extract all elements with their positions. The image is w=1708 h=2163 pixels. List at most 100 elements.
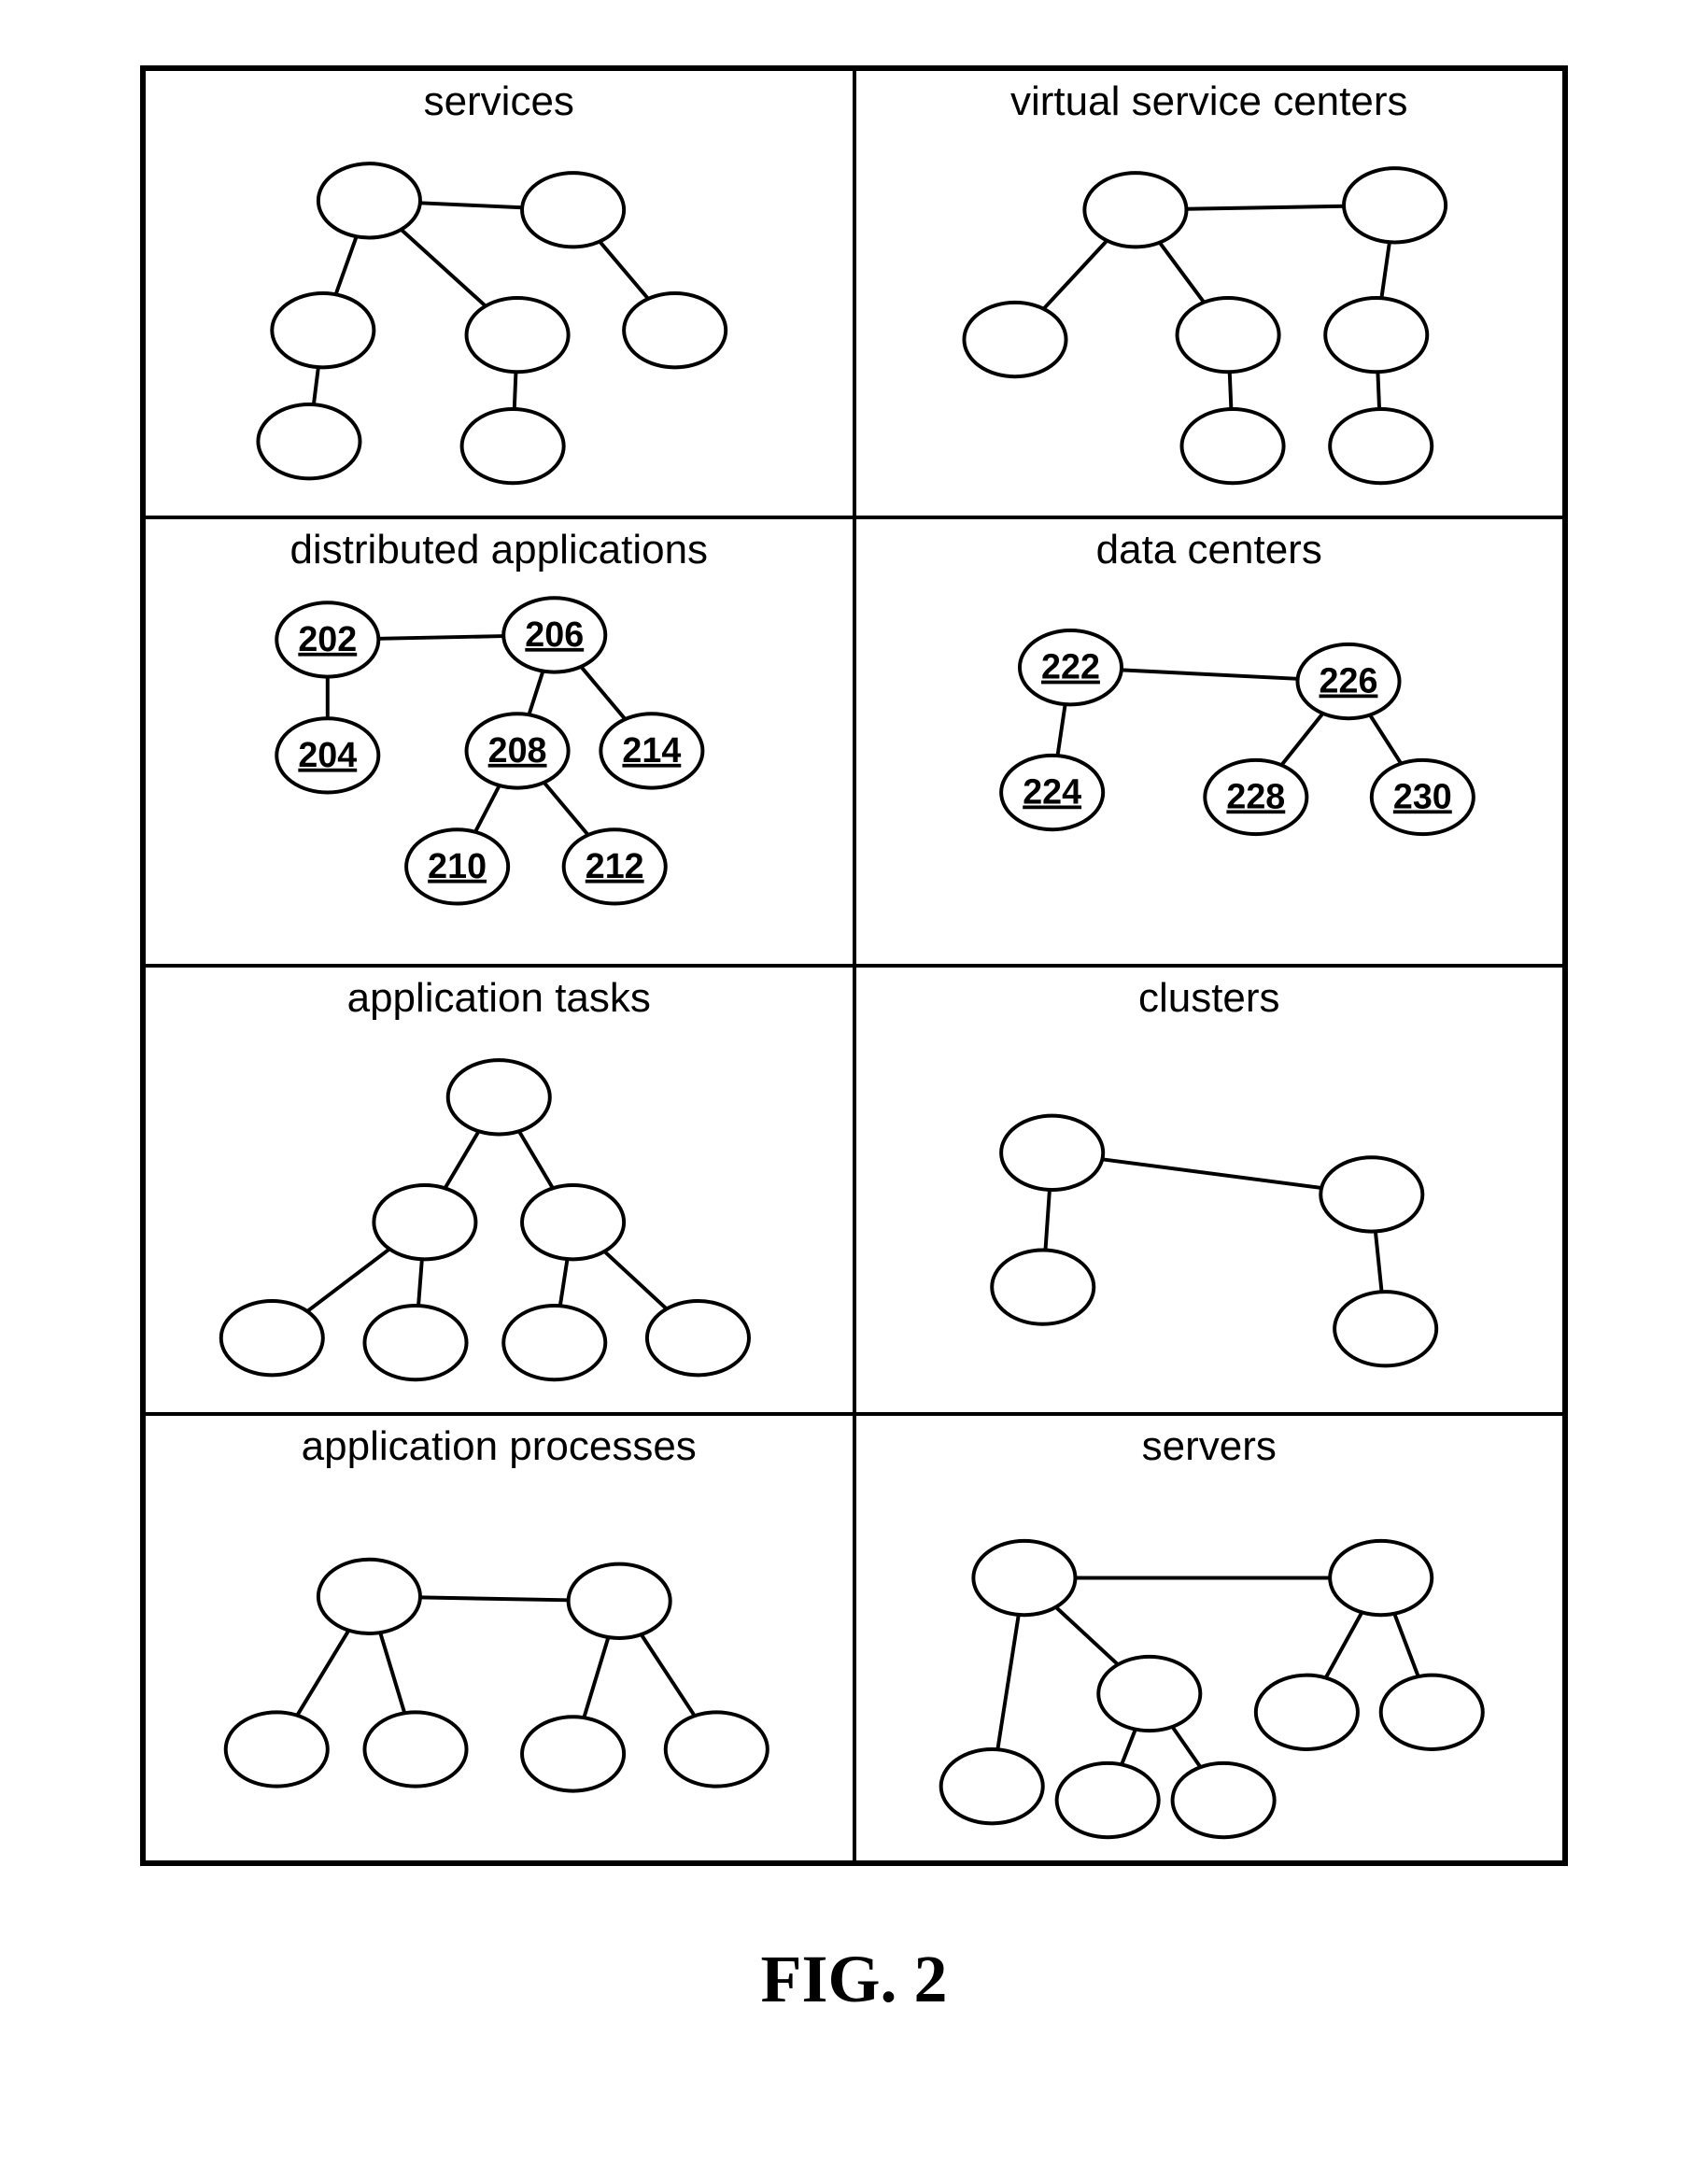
edge: [420, 1597, 569, 1600]
node-label: 212: [586, 846, 644, 885]
cell-vsc: virtual service centers: [854, 69, 1565, 517]
edge: [402, 230, 486, 306]
edge: [297, 1631, 348, 1716]
graph-svg: [856, 71, 1563, 516]
node: [1330, 1541, 1432, 1615]
node: [522, 1185, 624, 1259]
edge: [1121, 670, 1297, 678]
cell-title: application processes: [146, 1423, 853, 1470]
edge: [1102, 1159, 1321, 1188]
edge: [378, 636, 503, 639]
cell-title: data centers: [856, 527, 1563, 573]
cell-clusters: clusters: [854, 966, 1565, 1414]
edge: [1172, 1727, 1200, 1767]
cell-title: distributed applications: [146, 527, 853, 573]
edge: [475, 785, 500, 832]
node: [462, 409, 564, 483]
edge: [519, 1131, 553, 1188]
cell-servers: servers: [854, 1414, 1565, 1862]
edge: [604, 1251, 666, 1309]
edge: [584, 1637, 608, 1718]
edge: [1394, 1614, 1419, 1676]
edge: [1122, 1730, 1136, 1765]
node: [1001, 1116, 1103, 1190]
node: [1380, 1675, 1482, 1749]
cell-services: services: [144, 69, 854, 517]
edge: [314, 367, 318, 404]
edge: [380, 1633, 404, 1713]
node: [503, 1306, 605, 1379]
node-label: 202: [298, 619, 357, 658]
edge: [1055, 1607, 1117, 1665]
node-label: 226: [1319, 660, 1377, 700]
cell-app-proc: application processes: [144, 1414, 854, 1862]
node: [364, 1712, 466, 1786]
cell-app-tasks: application tasks: [144, 966, 854, 1414]
edge: [445, 1131, 479, 1188]
node: [666, 1712, 768, 1786]
node: [226, 1712, 328, 1786]
edge: [307, 1249, 389, 1311]
edge: [418, 1259, 422, 1306]
edge: [1281, 714, 1322, 765]
edge: [336, 236, 357, 294]
node: [1098, 1657, 1200, 1731]
node: [448, 1060, 550, 1134]
graph-svg: [856, 1416, 1563, 1860]
node: [647, 1301, 749, 1375]
node-label: 210: [428, 846, 487, 885]
node: [374, 1185, 475, 1259]
cell-title: virtual service centers: [856, 78, 1563, 125]
cell-title: application tasks: [146, 975, 853, 1022]
edge: [1043, 241, 1107, 309]
edge: [1159, 243, 1203, 303]
node: [221, 1301, 323, 1375]
node: [318, 1560, 420, 1633]
graph-svg: 222226224228230: [856, 519, 1563, 964]
node-label: 228: [1226, 776, 1285, 815]
graph-svg: 202206204208214210212: [146, 519, 853, 964]
node: [973, 1541, 1075, 1615]
graph-svg: [856, 968, 1563, 1412]
node: [1084, 173, 1186, 247]
figure-caption: FIG. 2: [140, 1941, 1568, 2018]
edge: [420, 203, 522, 207]
edge: [1381, 242, 1390, 298]
edge: [1186, 206, 1344, 209]
node-label: 208: [488, 730, 547, 770]
node: [1056, 1763, 1158, 1837]
edge: [1370, 715, 1401, 764]
edge: [600, 242, 648, 299]
figure-page: servicesvirtual service centers distribut…: [0, 0, 1708, 2163]
cell-title: clusters: [856, 975, 1563, 1022]
edge: [1057, 704, 1065, 756]
node-label: 214: [622, 730, 681, 770]
cell-title: servers: [856, 1423, 1563, 1470]
node: [1320, 1157, 1422, 1231]
edge: [581, 667, 625, 719]
cell-data-centers: data centers222226224228230: [854, 517, 1565, 966]
node: [1172, 1763, 1274, 1837]
node: [992, 1250, 1094, 1323]
node: [624, 293, 726, 367]
node: [1177, 298, 1278, 372]
diagram-grid: servicesvirtual service centers distribut…: [140, 65, 1568, 1866]
graph-svg: [146, 968, 853, 1412]
edge: [560, 1259, 568, 1306]
node: [1255, 1675, 1357, 1749]
edge: [1375, 1232, 1381, 1293]
node: [1334, 1292, 1436, 1365]
cell-title: services: [146, 78, 853, 125]
graph-svg: [146, 71, 853, 516]
node: [318, 163, 420, 237]
node: [364, 1306, 466, 1379]
node: [1330, 409, 1432, 483]
node-label: 204: [298, 735, 357, 774]
edge: [515, 372, 516, 409]
node-label: 230: [1392, 776, 1451, 815]
edge: [997, 1615, 1018, 1749]
edge: [1325, 1612, 1362, 1677]
edge: [1045, 1190, 1049, 1251]
edge: [544, 783, 588, 835]
node: [522, 173, 624, 247]
